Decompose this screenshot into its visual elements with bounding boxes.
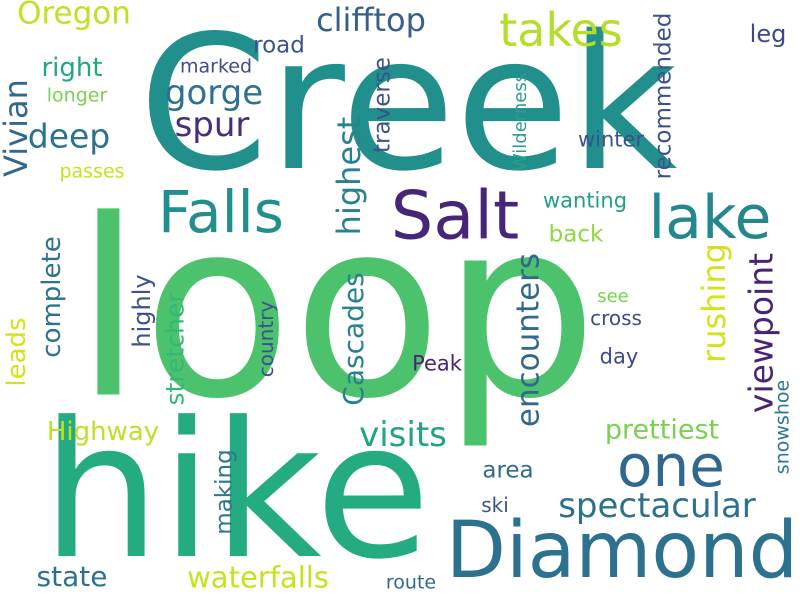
word-road: road	[253, 32, 305, 59]
word-vivian: passes	[59, 160, 125, 183]
word-gorge: gorge	[164, 73, 264, 113]
word-deep: deep	[27, 116, 111, 156]
word-country: country	[254, 300, 278, 378]
word-winter: winter	[577, 127, 645, 152]
word-cascades: Cascades	[337, 272, 370, 406]
word-complete: complete	[37, 236, 67, 358]
word-state: state	[36, 560, 108, 593]
word-snowshoe: snowshoe	[771, 379, 794, 475]
word-ski: ski	[481, 493, 509, 517]
word-takes: takes	[499, 3, 623, 57]
word-hike: hike	[41, 382, 431, 600]
word-making: making	[211, 449, 238, 535]
word-see: see	[597, 286, 629, 307]
word-marked: marked	[179, 55, 253, 78]
word-falls: Falls	[157, 178, 285, 246]
word-visits: visits	[359, 415, 447, 455]
word-longer: longer	[46, 84, 108, 107]
word-highway: Highway	[46, 417, 160, 447]
word-spectacular: spectacular	[558, 486, 756, 526]
word-loop: loop	[74, 167, 598, 453]
word-rushing: rushing	[695, 243, 733, 363]
word-route: route	[385, 571, 437, 594]
word-right: right	[41, 53, 103, 83]
word-passes: Vivian	[0, 79, 35, 177]
word-leg: leg	[749, 20, 787, 48]
word-leads: leads	[2, 317, 32, 387]
word-traverse: traverse	[369, 57, 396, 153]
word-day: day	[599, 344, 639, 369]
word-cross: cross	[590, 306, 642, 330]
word-area: area	[482, 457, 534, 484]
word-back: back	[548, 221, 604, 248]
word-prettiest: prettiest	[604, 414, 720, 446]
word-one: one	[617, 432, 725, 500]
word-oregon: Oregon	[17, 0, 131, 32]
word-waterfalls: waterfalls	[187, 560, 329, 595]
word-wanting: wanting	[542, 188, 628, 213]
word-peak: Peak	[412, 351, 462, 376]
word-stretcher: stretcher	[160, 292, 190, 406]
word-diamond: Diamond	[445, 506, 799, 596]
word-salt: Salt	[390, 176, 520, 255]
word-recommended: recommended	[650, 12, 677, 180]
word-creek: Creek	[138, 0, 678, 212]
word-highest: highest	[330, 116, 368, 236]
word-wilderness: Wilderness	[510, 72, 531, 172]
word-spur: spur	[174, 105, 250, 145]
word-encounters: encounters	[510, 252, 547, 428]
word-lake: lake	[648, 183, 772, 253]
word-highly: highly	[128, 274, 156, 348]
word-clifftop: clifftop	[316, 1, 426, 39]
